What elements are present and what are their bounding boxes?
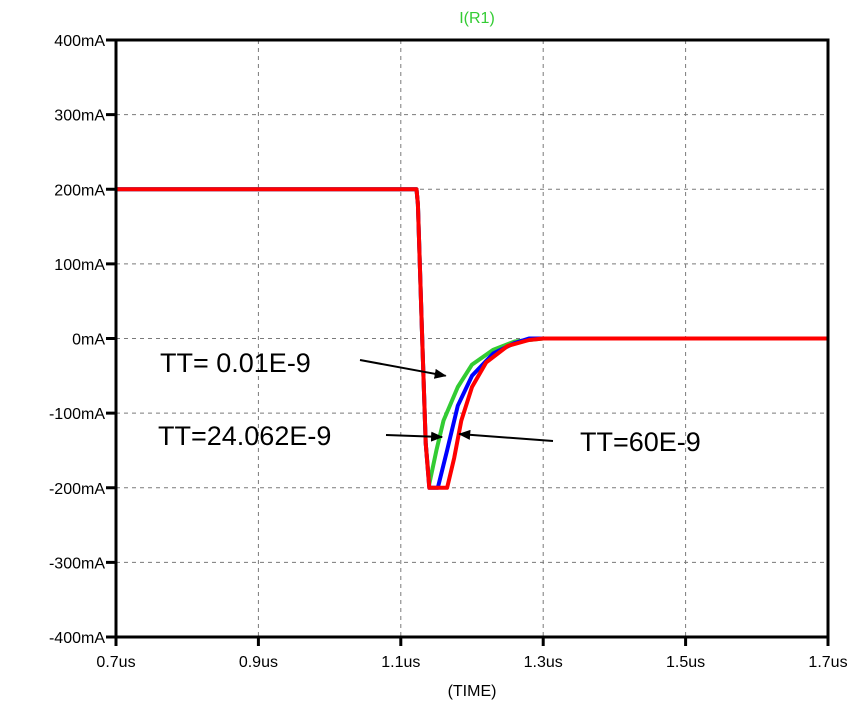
x-tick-label: 1.5us bbox=[666, 654, 705, 671]
y-tick-label: -100mA bbox=[49, 406, 105, 423]
y-tick-label: -200mA bbox=[49, 481, 105, 498]
x-tick-label: 1.3us bbox=[524, 654, 563, 671]
y-tick-label: -400mA bbox=[49, 630, 105, 647]
annotation-label: TT=60E-9 bbox=[580, 427, 701, 457]
y-tick-label: 0mA bbox=[72, 332, 105, 349]
x-axis: 0.7us 0.9us 1.1us 1.3us 1.5us 1.7us bbox=[96, 637, 848, 671]
chart-annotations: TT= 0.01E-9 TT=24.062E-9 TT=60E-9 bbox=[158, 348, 701, 457]
x-tick-label: 0.7us bbox=[96, 654, 135, 671]
x-tick-label: 0.9us bbox=[239, 654, 278, 671]
y-tick-label: 100mA bbox=[54, 257, 105, 274]
series-line-3 bbox=[116, 187, 828, 490]
annotation-label: TT= 0.01E-9 bbox=[160, 348, 311, 378]
x-tick-label: 1.1us bbox=[381, 654, 420, 671]
chart-title: I(R1) bbox=[459, 10, 495, 27]
annotation-arrow bbox=[385, 431, 444, 442]
y-axis: 400mA 300mA 200mA 100mA 0mA -100mA -200mA -300m… bbox=[49, 33, 116, 647]
x-axis-label: (TIME) bbox=[448, 683, 497, 700]
y-tick-label: 200mA bbox=[54, 182, 105, 199]
annotation-label: TT=24.062E-9 bbox=[158, 421, 331, 451]
annotation-arrow bbox=[359, 359, 447, 379]
y-tick-label: 400mA bbox=[54, 33, 105, 50]
annotation-arrow bbox=[458, 429, 554, 442]
y-tick-label: 300mA bbox=[54, 108, 105, 125]
y-tick-label: -300mA bbox=[49, 555, 105, 572]
x-tick-label: 1.7us bbox=[808, 654, 847, 671]
